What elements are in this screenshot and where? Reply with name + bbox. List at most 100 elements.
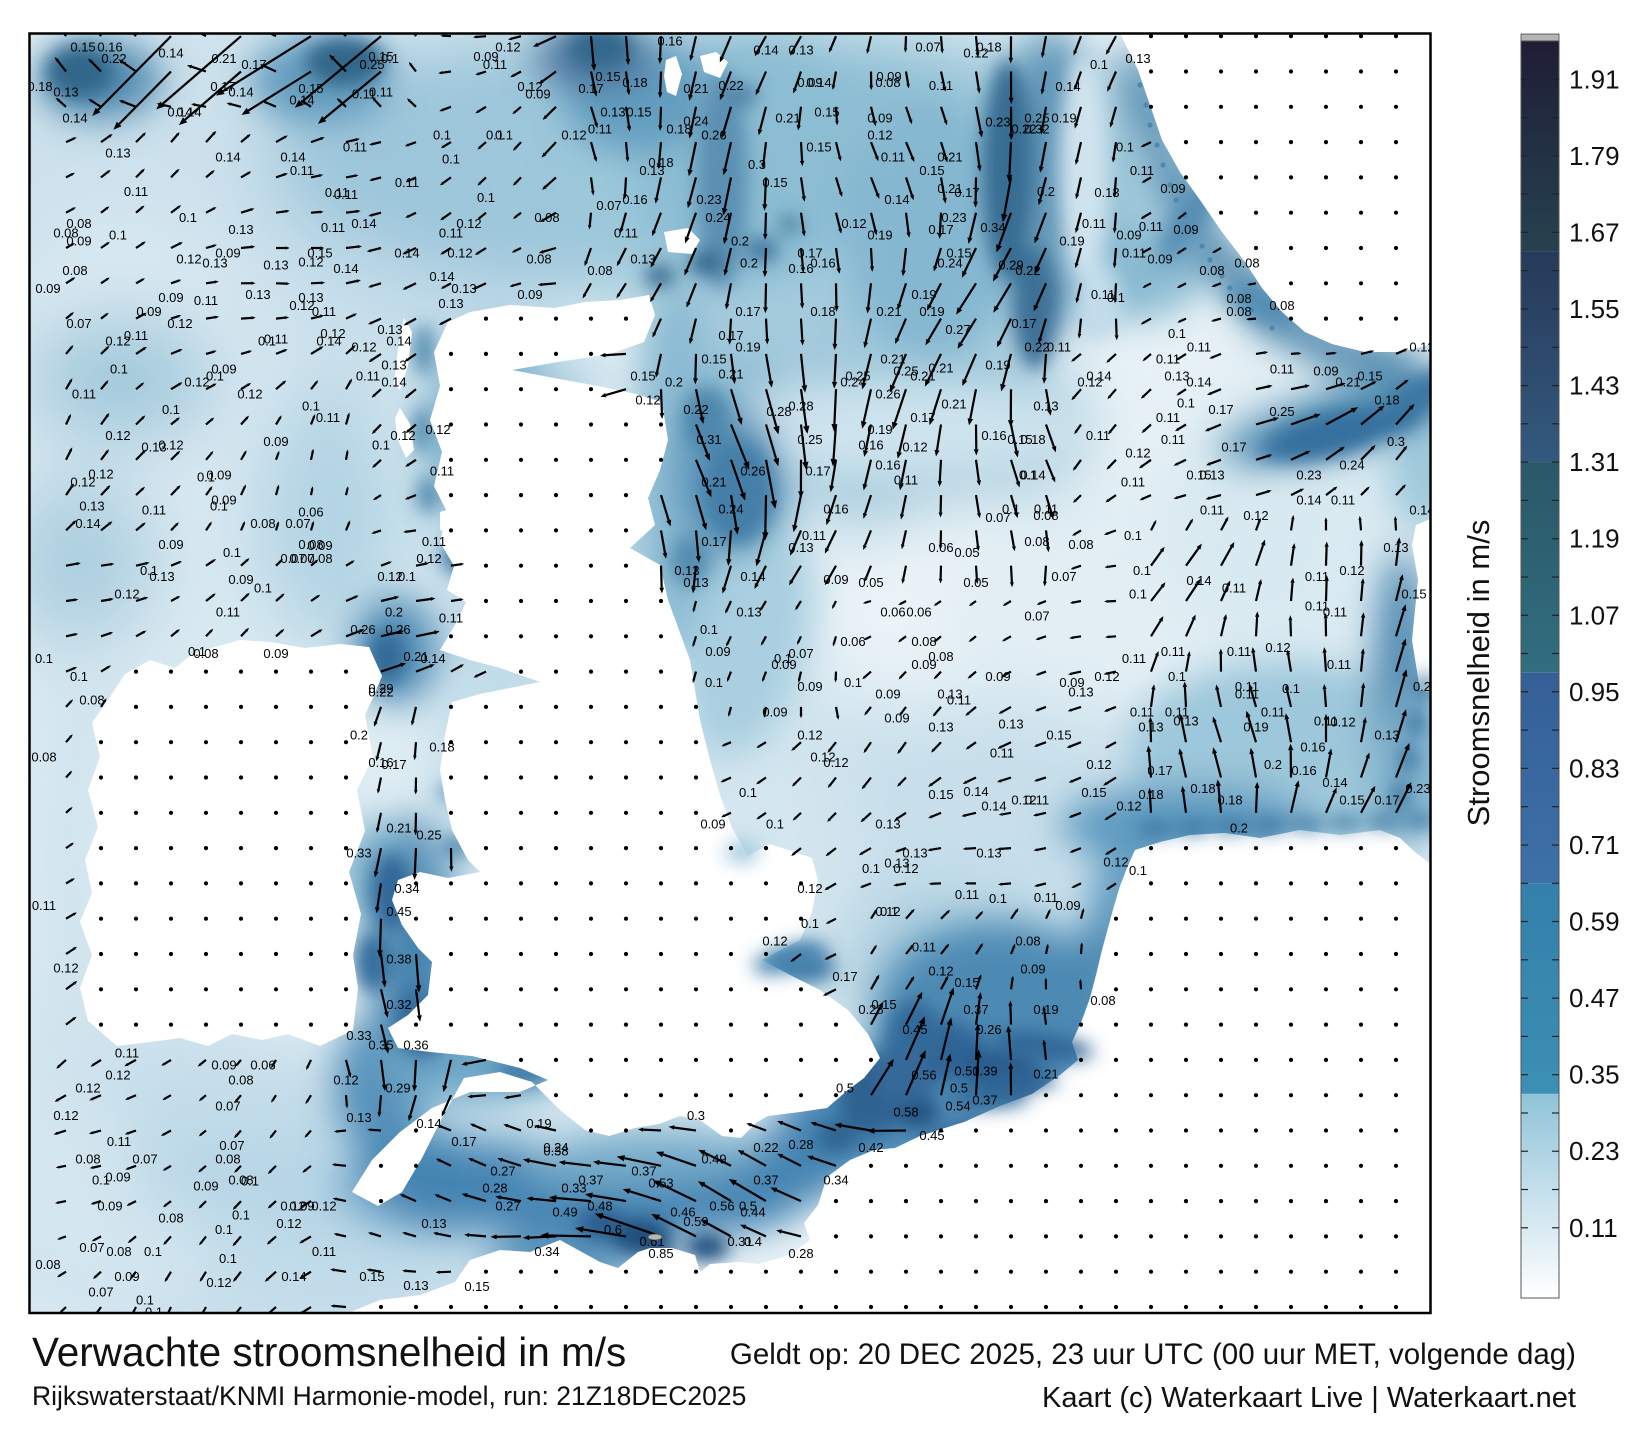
svg-text:0.11: 0.11 — [1200, 503, 1224, 518]
svg-text:0.11: 0.11 — [316, 410, 340, 425]
svg-text:0.25: 0.25 — [1269, 404, 1294, 419]
svg-text:0.09: 0.09 — [97, 1199, 122, 1214]
svg-text:0.12: 0.12 — [447, 246, 472, 261]
svg-text:0.17: 0.17 — [718, 328, 743, 343]
svg-text:0.09: 0.09 — [158, 290, 183, 305]
svg-text:0.11: 0.11 — [1161, 644, 1185, 659]
svg-text:0.39: 0.39 — [972, 1063, 997, 1078]
svg-text:0.51: 0.51 — [954, 1063, 979, 1078]
svg-text:0.3: 0.3 — [687, 1108, 705, 1123]
svg-text:0.11: 0.11 — [1091, 287, 1115, 302]
svg-text:0.12: 0.12 — [928, 964, 953, 979]
svg-text:0.16: 0.16 — [368, 755, 393, 770]
svg-text:0.09: 0.09 — [1059, 675, 1084, 690]
svg-text:0.1: 0.1 — [110, 361, 128, 376]
svg-text:0.1: 0.1 — [70, 669, 88, 684]
svg-text:0.14: 0.14 — [981, 798, 1006, 813]
svg-text:0.13: 0.13 — [141, 439, 166, 454]
svg-text:0.12: 0.12 — [351, 339, 376, 354]
svg-text:0.18: 0.18 — [976, 40, 1001, 55]
svg-text:0.14: 0.14 — [963, 784, 988, 799]
svg-text:0.15: 0.15 — [368, 49, 393, 64]
svg-text:0.33: 0.33 — [561, 1181, 586, 1196]
svg-text:0.11: 0.11 — [1305, 599, 1329, 614]
svg-text:0.1: 0.1 — [801, 916, 819, 931]
svg-text:0.33: 0.33 — [346, 1028, 371, 1043]
svg-text:0.09: 0.09 — [1055, 898, 1080, 913]
svg-text:0.17: 0.17 — [805, 463, 830, 478]
svg-text:0.1: 0.1 — [442, 152, 460, 167]
svg-text:0.38: 0.38 — [386, 952, 411, 967]
svg-text:0.45: 0.45 — [902, 1022, 927, 1037]
svg-text:0.3: 0.3 — [748, 157, 766, 172]
svg-text:0.12: 0.12 — [797, 881, 822, 896]
svg-text:0.08: 0.08 — [911, 634, 936, 649]
svg-text:1.67: 1.67 — [1569, 217, 1620, 247]
svg-text:0.16: 0.16 — [981, 428, 1006, 443]
svg-text:0.13: 0.13 — [202, 256, 227, 271]
svg-text:0.11: 0.11 — [588, 122, 612, 137]
svg-text:0.58: 0.58 — [893, 1105, 918, 1120]
svg-text:0.13: 0.13 — [1374, 728, 1399, 743]
svg-text:Kaart (c) Waterkaart Live | Wa: Kaart (c) Waterkaart Live | Waterkaart.n… — [1042, 1382, 1576, 1414]
svg-text:0.08: 0.08 — [1226, 304, 1251, 319]
svg-text:0.14: 0.14 — [316, 333, 341, 348]
svg-text:0.11: 0.11 — [1121, 475, 1145, 490]
svg-text:0.12: 0.12 — [289, 298, 314, 313]
svg-text:0.25: 0.25 — [1024, 110, 1049, 125]
svg-text:0.11: 0.11 — [369, 84, 393, 99]
svg-text:0.08: 0.08 — [53, 226, 78, 241]
svg-text:0.05: 0.05 — [963, 575, 988, 590]
svg-text:0.45: 0.45 — [919, 1128, 944, 1143]
svg-text:0.17: 0.17 — [241, 57, 266, 72]
svg-text:0.13: 0.13 — [228, 222, 253, 237]
svg-text:0.34: 0.34 — [534, 1244, 559, 1259]
svg-text:0.13: 0.13 — [674, 563, 699, 578]
svg-text:0.15: 0.15 — [946, 246, 971, 261]
svg-text:0.13: 0.13 — [902, 846, 927, 861]
svg-text:0.12: 0.12 — [635, 393, 660, 408]
svg-text:0.11: 0.11 — [321, 220, 345, 235]
svg-text:0.15: 0.15 — [806, 140, 831, 155]
svg-text:0.11: 0.11 — [929, 78, 953, 93]
svg-text:0.11: 0.11 — [124, 328, 148, 343]
svg-text:0.32: 0.32 — [1024, 122, 1049, 137]
svg-text:0.12: 0.12 — [902, 439, 927, 454]
svg-text:0.14: 0.14 — [167, 104, 192, 119]
svg-text:0.09: 0.09 — [228, 572, 253, 587]
svg-text:0.29: 0.29 — [385, 1081, 410, 1096]
svg-text:0.11: 0.11 — [142, 503, 166, 518]
svg-text:0.12: 0.12 — [762, 934, 787, 949]
svg-text:0.11: 0.11 — [1314, 713, 1338, 728]
svg-text:0.19: 0.19 — [911, 287, 936, 302]
svg-text:0.71: 0.71 — [1569, 830, 1620, 860]
svg-text:0.12: 0.12 — [797, 728, 822, 743]
svg-text:0.09: 0.09 — [762, 704, 787, 719]
svg-text:0.28: 0.28 — [766, 404, 791, 419]
svg-text:0.15: 0.15 — [1401, 587, 1426, 602]
svg-text:0.1: 0.1 — [705, 675, 723, 690]
svg-text:0.22: 0.22 — [718, 78, 743, 93]
svg-text:0.18: 0.18 — [1217, 792, 1242, 807]
svg-text:0.26: 0.26 — [385, 622, 410, 637]
svg-text:0.11: 0.11 — [1569, 1213, 1618, 1243]
svg-text:0.11: 0.11 — [1331, 493, 1355, 508]
svg-text:0.21: 0.21 — [937, 181, 962, 196]
svg-text:0.13: 0.13 — [788, 43, 813, 58]
svg-text:0.49: 0.49 — [552, 1205, 577, 1220]
svg-text:0.12: 0.12 — [75, 1081, 100, 1096]
svg-text:0.09: 0.09 — [211, 361, 236, 376]
svg-text:0.11: 0.11 — [422, 534, 446, 549]
svg-text:0.09: 0.09 — [1020, 962, 1045, 977]
svg-text:0.12: 0.12 — [320, 326, 345, 341]
svg-text:0.13: 0.13 — [600, 104, 625, 119]
svg-text:0.11: 0.11 — [1235, 686, 1259, 701]
svg-text:0.14: 0.14 — [429, 269, 454, 284]
svg-text:0.34: 0.34 — [980, 220, 1005, 235]
svg-text:0.17: 0.17 — [578, 81, 603, 96]
svg-text:0.09: 0.09 — [206, 467, 231, 482]
svg-text:0.14: 0.14 — [281, 1269, 306, 1284]
svg-text:0.07: 0.07 — [88, 1285, 113, 1300]
svg-text:0.08: 0.08 — [106, 1244, 131, 1259]
svg-text:0.13: 0.13 — [788, 540, 813, 555]
